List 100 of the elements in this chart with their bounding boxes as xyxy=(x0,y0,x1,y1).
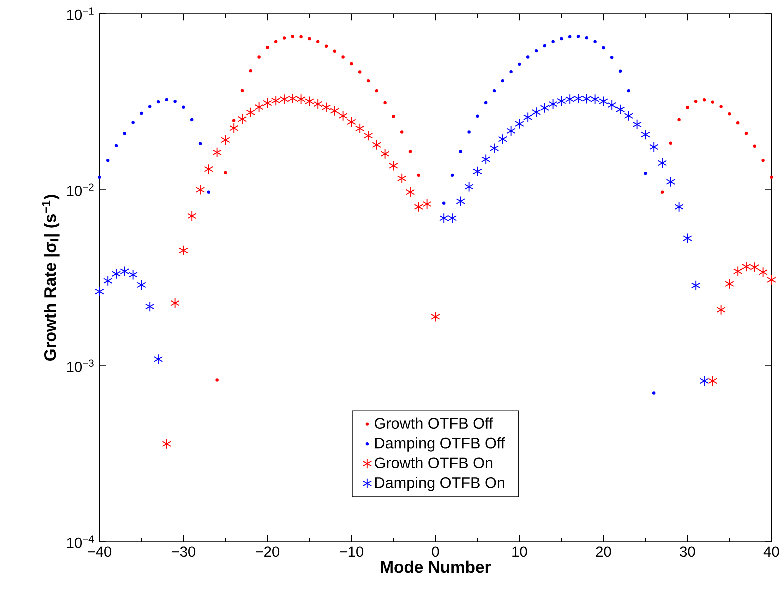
point xyxy=(560,37,564,41)
point xyxy=(372,140,382,150)
point xyxy=(702,98,706,102)
point xyxy=(316,40,320,44)
x-tick-label: 0 xyxy=(432,546,440,558)
point xyxy=(400,130,404,134)
point xyxy=(358,70,362,74)
point xyxy=(641,129,650,140)
point xyxy=(758,267,768,278)
point xyxy=(649,142,659,153)
point xyxy=(532,107,542,118)
point xyxy=(683,233,692,244)
point xyxy=(694,100,698,104)
legend-label: Damping OTFB On xyxy=(376,477,504,492)
legend-label: Growth OTFB On xyxy=(375,457,493,469)
point xyxy=(691,280,701,291)
point xyxy=(414,202,424,212)
point xyxy=(652,392,656,395)
point xyxy=(762,158,765,162)
point xyxy=(700,376,710,386)
legend-label: Damping OTFB Off xyxy=(376,438,506,452)
y-axis-title: Growth Rate |σ$_{I}$| (s$^{−1}$) xyxy=(42,195,60,361)
point xyxy=(221,134,230,146)
point xyxy=(448,213,458,224)
point xyxy=(490,143,500,154)
point xyxy=(720,105,723,108)
point xyxy=(540,102,550,114)
point xyxy=(347,116,356,128)
point xyxy=(767,274,776,286)
point xyxy=(162,438,172,450)
point xyxy=(582,94,592,104)
point xyxy=(103,276,113,286)
point xyxy=(574,93,584,104)
point xyxy=(498,134,508,145)
point xyxy=(624,110,634,122)
point xyxy=(464,182,474,192)
point xyxy=(313,98,323,110)
x-tick-label: −10 xyxy=(340,546,364,558)
point xyxy=(442,202,446,205)
point xyxy=(666,176,676,188)
point xyxy=(288,93,298,104)
point xyxy=(602,46,606,50)
point xyxy=(725,278,734,290)
point xyxy=(576,35,580,38)
point xyxy=(174,100,177,104)
point xyxy=(431,312,440,322)
point xyxy=(728,112,732,116)
point xyxy=(246,107,256,118)
point xyxy=(333,50,337,54)
point xyxy=(669,142,673,146)
point xyxy=(618,70,622,73)
point xyxy=(324,44,328,48)
point xyxy=(590,94,600,105)
point xyxy=(216,378,219,382)
point xyxy=(501,79,505,83)
point xyxy=(137,280,146,290)
x-axis-title: Mode Number xyxy=(381,560,491,574)
point xyxy=(258,56,261,59)
point xyxy=(658,158,668,168)
point xyxy=(523,112,533,123)
point xyxy=(229,123,239,134)
point xyxy=(238,114,248,125)
point xyxy=(616,104,626,115)
point xyxy=(263,98,272,109)
point xyxy=(179,245,188,256)
point xyxy=(224,171,228,175)
point xyxy=(594,40,597,44)
point xyxy=(526,56,530,59)
point xyxy=(543,44,547,48)
x-tick-label: −40 xyxy=(88,546,112,558)
point xyxy=(397,173,407,184)
y-tick-label: 10$^{−3}$ xyxy=(67,360,94,372)
point xyxy=(190,118,194,122)
x-tick-label: 20 xyxy=(596,546,612,558)
point xyxy=(366,79,370,83)
point xyxy=(750,262,760,273)
point xyxy=(406,187,416,198)
point xyxy=(249,69,253,73)
point xyxy=(408,150,412,154)
point xyxy=(240,89,244,92)
point xyxy=(552,40,555,44)
point xyxy=(632,119,642,130)
x-tick-label: −30 xyxy=(172,546,196,558)
point xyxy=(510,70,513,74)
point xyxy=(364,130,374,142)
point xyxy=(473,166,482,178)
point xyxy=(610,56,614,60)
point xyxy=(291,35,295,38)
point xyxy=(548,98,558,110)
point xyxy=(736,121,740,125)
point xyxy=(644,172,648,176)
point xyxy=(506,126,516,136)
point xyxy=(753,144,757,148)
y-tick-label: 10$^{−1}$ xyxy=(67,8,94,20)
point xyxy=(322,102,332,113)
point xyxy=(515,118,524,130)
point xyxy=(557,96,566,107)
point xyxy=(106,158,110,162)
point xyxy=(254,102,264,113)
point xyxy=(300,35,303,39)
